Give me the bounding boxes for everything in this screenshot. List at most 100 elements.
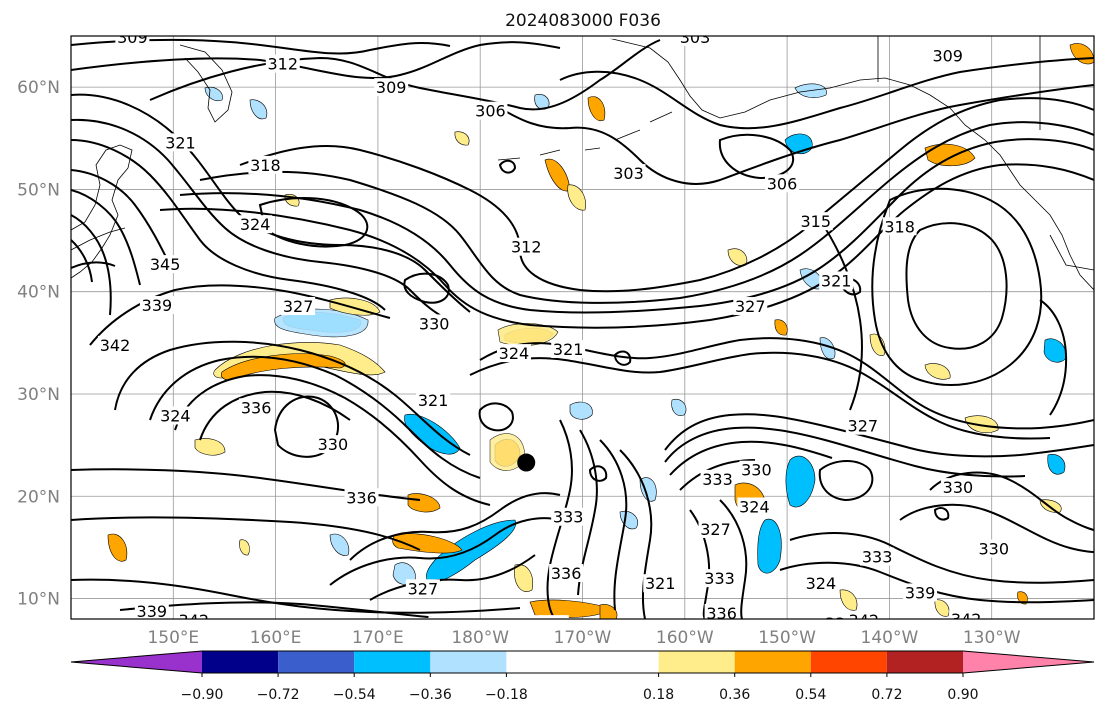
shading-patch-negative: [329, 533, 350, 556]
shading-patch-negative: [569, 401, 593, 420]
contour-label: 339: [137, 602, 168, 621]
contour-line: [71, 118, 446, 319]
contour-label-bg: [148, 255, 183, 274]
contour-label-bg: [496, 344, 531, 363]
contour-label: 324: [499, 344, 530, 363]
contour-label-bg: [238, 215, 273, 234]
contour-label-bg: [940, 478, 975, 497]
colorbar-bin: [354, 651, 431, 673]
colorbar-tick-label: −0.54: [333, 687, 376, 703]
contour-label: 333: [702, 470, 733, 489]
contour-label-bg: [930, 46, 965, 65]
contour-label: 324: [240, 215, 271, 234]
coastline-kamchatka: [179, 44, 233, 123]
longitude-label: 170°E: [352, 628, 404, 648]
contour-line: [679, 459, 756, 491]
contour-label-bg: [509, 237, 544, 256]
contour-line: [933, 507, 950, 521]
contour-label: 318: [884, 217, 915, 236]
longitude-label: 130°W: [963, 628, 1021, 648]
colorbar-bin: [278, 651, 355, 673]
contour-line: [89, 284, 391, 346]
colorbar-tick-label: 0.36: [719, 687, 750, 703]
contour-line: [159, 163, 1094, 329]
contour-label-bg: [281, 297, 316, 316]
shading-patch-positive: [194, 438, 226, 456]
colorbar-bin: [506, 651, 659, 673]
contour-label: 309: [932, 46, 963, 65]
shading-patch-negative: [757, 518, 782, 574]
colorbar-tick-label: 0.72: [871, 687, 902, 703]
contour-label: 345: [150, 255, 181, 274]
contour-label-bg: [176, 611, 211, 619]
contour-label: 312: [267, 55, 298, 74]
contour-line: [718, 133, 795, 180]
contour-label-bg: [315, 435, 350, 454]
contour-label-bg: [764, 174, 799, 193]
colorbar-tick-label: −0.72: [257, 687, 300, 703]
contour-label: 303: [680, 28, 711, 47]
contour-label: 336: [346, 488, 377, 507]
contour-label: 342: [178, 611, 209, 630]
shading-patch-positive: [454, 131, 470, 146]
colorbar-extend-low: [71, 651, 202, 673]
contour-label-bg: [704, 603, 739, 619]
contour-label: 342: [951, 610, 982, 629]
latitude-label: 50°N: [17, 180, 60, 200]
contour-label-bg: [733, 297, 768, 316]
contour-line: [498, 159, 517, 174]
contour-line: [499, 84, 1094, 185]
coastline-japan: [71, 227, 126, 251]
contour-label: 321: [821, 271, 852, 290]
contour-line: [199, 121, 1094, 304]
contour-label-bg: [97, 335, 132, 354]
contour-line: [469, 351, 1051, 440]
shading-patch-positive: [587, 96, 606, 122]
contour-line: [329, 517, 561, 586]
contour-line: [239, 97, 1094, 293]
contour-label: 303: [613, 164, 644, 183]
contour-label-bg: [702, 569, 737, 588]
contour-line: [403, 272, 450, 304]
contour-line: [871, 187, 1043, 386]
contour-line: [669, 440, 833, 476]
colorbar-tick-label: −0.18: [485, 687, 528, 703]
shading-patch-positive: [239, 539, 250, 556]
shading-patch-positive: [599, 604, 618, 619]
shading-patch-negative: [249, 99, 268, 120]
contour-label: 327: [735, 297, 766, 316]
contour-label-bg: [428, 616, 463, 619]
contour-label-bg: [551, 507, 586, 526]
contour-label-bg: [845, 416, 880, 435]
shading-patch-positive: [514, 564, 533, 592]
shading-patch-positive: [839, 589, 858, 611]
contour-label: 330: [741, 461, 772, 480]
contour-label-bg: [819, 271, 854, 290]
contour-label-bg: [860, 547, 895, 566]
coastline-aleutians: [497, 111, 673, 161]
contour-label: 333: [704, 569, 735, 588]
contour-label: 324: [739, 498, 770, 517]
contour-label: 315: [800, 212, 831, 231]
contour-line: [71, 41, 561, 80]
contour-label: 327: [283, 297, 314, 316]
shading-patch-negative: [671, 398, 687, 416]
contour-label: 318: [250, 156, 281, 175]
shading-patch-negative: [1047, 454, 1066, 475]
shading-patch-positive: [1017, 591, 1028, 605]
colorbar: −0.90 −0.72 −0.54 −0.36 −0.18 0.18 0.36 0.54 0.7…: [70, 650, 1095, 703]
contour-label-bg: [739, 460, 774, 479]
contour-label: 342: [849, 611, 880, 630]
contour-line: [71, 261, 116, 269]
shading-patch-positive: [924, 143, 976, 167]
contour-label: 327: [408, 579, 439, 598]
contour-line: [149, 355, 481, 479]
plot-title: 2024083000 F036: [505, 11, 661, 31]
contour-label: 339: [537, 615, 568, 634]
contour-line: [664, 426, 1026, 478]
longitude-label: 140°W: [861, 628, 919, 648]
contour-label-bg: [473, 101, 508, 120]
latitude-label: 10°N: [17, 590, 60, 610]
contour-label-bg: [417, 314, 452, 333]
contour-line: [199, 390, 351, 441]
